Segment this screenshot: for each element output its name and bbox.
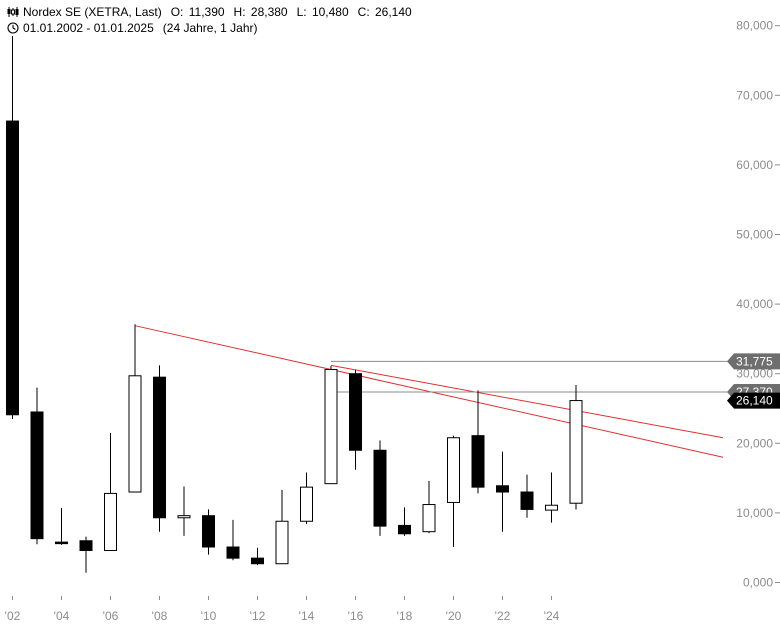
y-tick-label: 50,000: [736, 228, 773, 242]
low-value: 10,480: [311, 5, 349, 19]
candle-body-2005: [79, 540, 93, 551]
candle-layer: [6, 36, 583, 573]
x-tick-label: '14: [299, 609, 315, 623]
candle-body-2023: [520, 491, 534, 510]
open-label: O:: [170, 5, 184, 19]
instrument-name: Nordex SE (XETRA, Last): [23, 5, 162, 19]
low-label: L:: [296, 5, 307, 19]
candle-body-2008: [153, 376, 166, 519]
x-tick-label: '16: [348, 609, 364, 623]
price-level-1-tag: [727, 353, 780, 370]
candle-body-2004: [55, 541, 68, 545]
candle-body-2002: [6, 120, 19, 416]
chart-header-period-row: 01.01.2002 - 01.01.2025 (24 Jahre, 1 Jahr…: [7, 21, 260, 35]
candle-body-2021: [471, 435, 485, 488]
candle-body-2018: [398, 524, 411, 535]
x-tick-label: '06: [103, 609, 119, 623]
candlestick-chart-icon: [7, 7, 19, 17]
y-tick-label: 20,000: [736, 436, 773, 450]
candle-body-2022: [496, 485, 509, 493]
y-tick-label: 0,000: [743, 576, 773, 590]
y-tick-label: 40,000: [736, 297, 773, 311]
candle-body-2015: [324, 369, 338, 485]
candle-body-2017: [373, 449, 387, 527]
candle-body-2011: [226, 546, 240, 559]
last-price-tag: [727, 392, 780, 409]
candle-body-2006: [104, 492, 117, 551]
y-axis: 0,000 10,000 20,000 30,000 40,000 50,000 60,00…: [736, 19, 780, 590]
trendline-1: [134, 325, 724, 458]
candle-body-2007: [128, 375, 142, 493]
candle-body-2016: [349, 373, 362, 451]
last-price-tag-label: 26,140: [736, 394, 773, 408]
y-tick-label: 60,000: [736, 158, 773, 172]
x-tick-label: '10: [201, 609, 217, 623]
y-tick-label: 70,000: [736, 88, 773, 102]
open-value: 11,390: [188, 5, 225, 19]
x-tick-label: '22: [495, 609, 511, 623]
candle-body-2025: [569, 400, 583, 504]
price-level-1-tag-label: 31,775: [736, 354, 773, 368]
clock-icon: [7, 22, 19, 34]
candle-body-2013: [275, 520, 289, 565]
price-level-layer: [331, 360, 738, 393]
x-axis: '02 '04 '06 '08 '10 '12 '14 '16 '18 '20 '22 '24: [5, 596, 560, 623]
candle-body-2014: [300, 486, 313, 522]
y-tick-label: 30,000: [736, 367, 773, 381]
close-value: 26,140: [375, 5, 412, 19]
x-tick-label: '20: [446, 609, 462, 623]
y-tick-label: 10,000: [736, 506, 773, 520]
high-label: H:: [233, 5, 246, 19]
chart-header-title-row: Nordex SE (XETRA, Last) O: 11,390 H: 28,38…: [7, 5, 414, 19]
close-label: C:: [357, 5, 370, 19]
candle-body-2012: [251, 557, 264, 565]
candle-body-2009: [177, 515, 191, 519]
period-span: (24 Jahre, 1 Jahr): [162, 21, 258, 35]
x-tick-label: '12: [250, 609, 266, 623]
period-range: 01.01.2002 - 01.01.2025: [23, 21, 154, 35]
x-tick-label: '08: [152, 609, 168, 623]
candle-body-2024: [545, 504, 558, 511]
candle-body-2003: [30, 411, 44, 540]
trendline-2: [330, 364, 724, 439]
y-tick-label: 80,000: [736, 19, 773, 33]
x-tick-label: '24: [544, 609, 560, 623]
x-tick-label: '02: [5, 609, 21, 623]
candle-body-2019: [422, 504, 436, 533]
candle-body-2020: [447, 437, 460, 503]
x-tick-label: '04: [54, 609, 70, 623]
trendline-layer: [134, 325, 724, 458]
x-tick-label: '18: [397, 609, 413, 623]
candle-body-2010: [202, 515, 215, 548]
high-value: 28,380: [250, 5, 288, 19]
